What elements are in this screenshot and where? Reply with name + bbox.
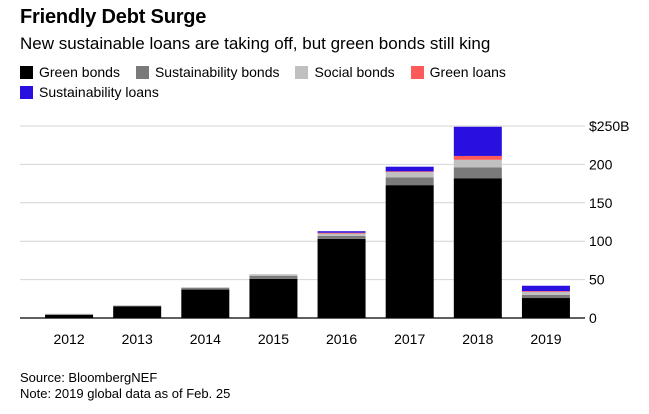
- bar-segment: [317, 238, 366, 318]
- bar-segment: [113, 306, 162, 318]
- legend-swatch-sustainability-loans: [20, 85, 33, 99]
- bar-segment: [453, 167, 502, 179]
- y-tick-label: 150: [589, 195, 613, 211]
- y-tick-label: 100: [589, 233, 613, 249]
- y-axis-labels: 0 50 100 150 200 $250B: [589, 118, 629, 326]
- bar-segment: [385, 172, 434, 178]
- legend-label-social-bonds: Social bonds: [314, 64, 395, 80]
- bar-segment: [521, 291, 570, 292]
- y-tick-label: 0: [589, 310, 597, 326]
- x-tick-label: 2015: [258, 331, 289, 347]
- bar-segment: [385, 166, 434, 172]
- bar-segment: [45, 314, 94, 318]
- bar-segment: [453, 155, 502, 160]
- x-axis-labels: 2012 2013 2014 2015 2016 2017 2018 2019: [53, 331, 561, 347]
- x-tick-label: 2019: [530, 331, 561, 347]
- bar-segment: [249, 278, 298, 318]
- legend-swatch-sustainability-bonds: [135, 65, 149, 79]
- note-text: Note: 2019 global data as of Feb. 25: [20, 386, 231, 401]
- legend-swatch-green-bonds: [20, 65, 33, 79]
- bar-segment: [453, 159, 502, 168]
- legend-label-sustainability-bonds: Sustainability bonds: [154, 64, 280, 80]
- x-tick-label: 2012: [53, 331, 84, 347]
- bar-segment: [453, 178, 502, 318]
- bar-segment: [113, 305, 162, 306]
- bar-segment: [521, 298, 570, 318]
- legend-label-green-loans: Green loans: [429, 64, 506, 80]
- chart-legend: Green bonds Sustainability bonds Social …: [20, 62, 620, 102]
- x-tick-label: 2013: [122, 331, 153, 347]
- legend-swatch-social-bonds: [295, 65, 309, 79]
- y-tick-label: 200: [589, 156, 613, 172]
- source-text: Source: BloombergNEF: [20, 370, 158, 385]
- legend-label-sustainability-loans: Sustainability loans: [39, 84, 159, 100]
- bar-segment: [317, 231, 366, 233]
- bar-segment: [385, 185, 434, 318]
- bar-segment: [45, 313, 94, 315]
- legend-row-1: Green bonds Sustainability bonds Social …: [20, 62, 620, 82]
- legend-item-sustainability-bonds: Sustainability bonds: [135, 64, 280, 80]
- legend-row-2: Sustainability loans: [20, 82, 620, 102]
- x-tick-label: 2017: [394, 331, 425, 347]
- legend-item-social-bonds: Social bonds: [295, 64, 395, 80]
- bar-segment: [317, 232, 366, 234]
- chart-footnote: Source: BloombergNEF Note: 2019 global d…: [20, 370, 230, 402]
- y-tick-label: 50: [589, 272, 605, 288]
- bar-segment: [181, 289, 230, 318]
- legend-item-sustainability-loans: Sustainability loans: [20, 84, 159, 100]
- bars: [45, 126, 570, 318]
- bar-segment: [521, 291, 570, 295]
- bar-segment: [453, 126, 502, 156]
- legend-label-green-bonds: Green bonds: [39, 64, 120, 80]
- bar-segment: [521, 294, 570, 299]
- y-tick-label: $250B: [589, 118, 629, 134]
- x-tick-label: 2014: [190, 331, 221, 347]
- bar-segment: [249, 275, 298, 279]
- x-tick-label: 2016: [326, 331, 357, 347]
- bar-segment: [181, 288, 230, 290]
- bar-segment: [45, 314, 94, 315]
- bar-segment: [317, 235, 366, 239]
- chart-title: Friendly Debt Surge: [20, 6, 207, 28]
- bar-segment: [113, 305, 162, 307]
- chart-subtitle: New sustainable loans are taking off, bu…: [20, 34, 491, 53]
- bar-segment: [181, 287, 230, 289]
- bar-segment: [385, 177, 434, 186]
- bar-segment: [317, 233, 366, 236]
- legend-swatch-green-loans: [410, 65, 424, 79]
- bar-segment: [249, 274, 298, 276]
- legend-item-green-bonds: Green bonds: [20, 64, 120, 80]
- bar-segment: [521, 285, 570, 292]
- stacked-bar-chart: 2012 2013 2014 2015 2016 2017 2018 2019 0 50 100 1…: [20, 118, 629, 347]
- x-tick-label: 2018: [462, 331, 493, 347]
- bar-segment: [385, 171, 434, 173]
- legend-item-green-loans: Green loans: [410, 64, 506, 80]
